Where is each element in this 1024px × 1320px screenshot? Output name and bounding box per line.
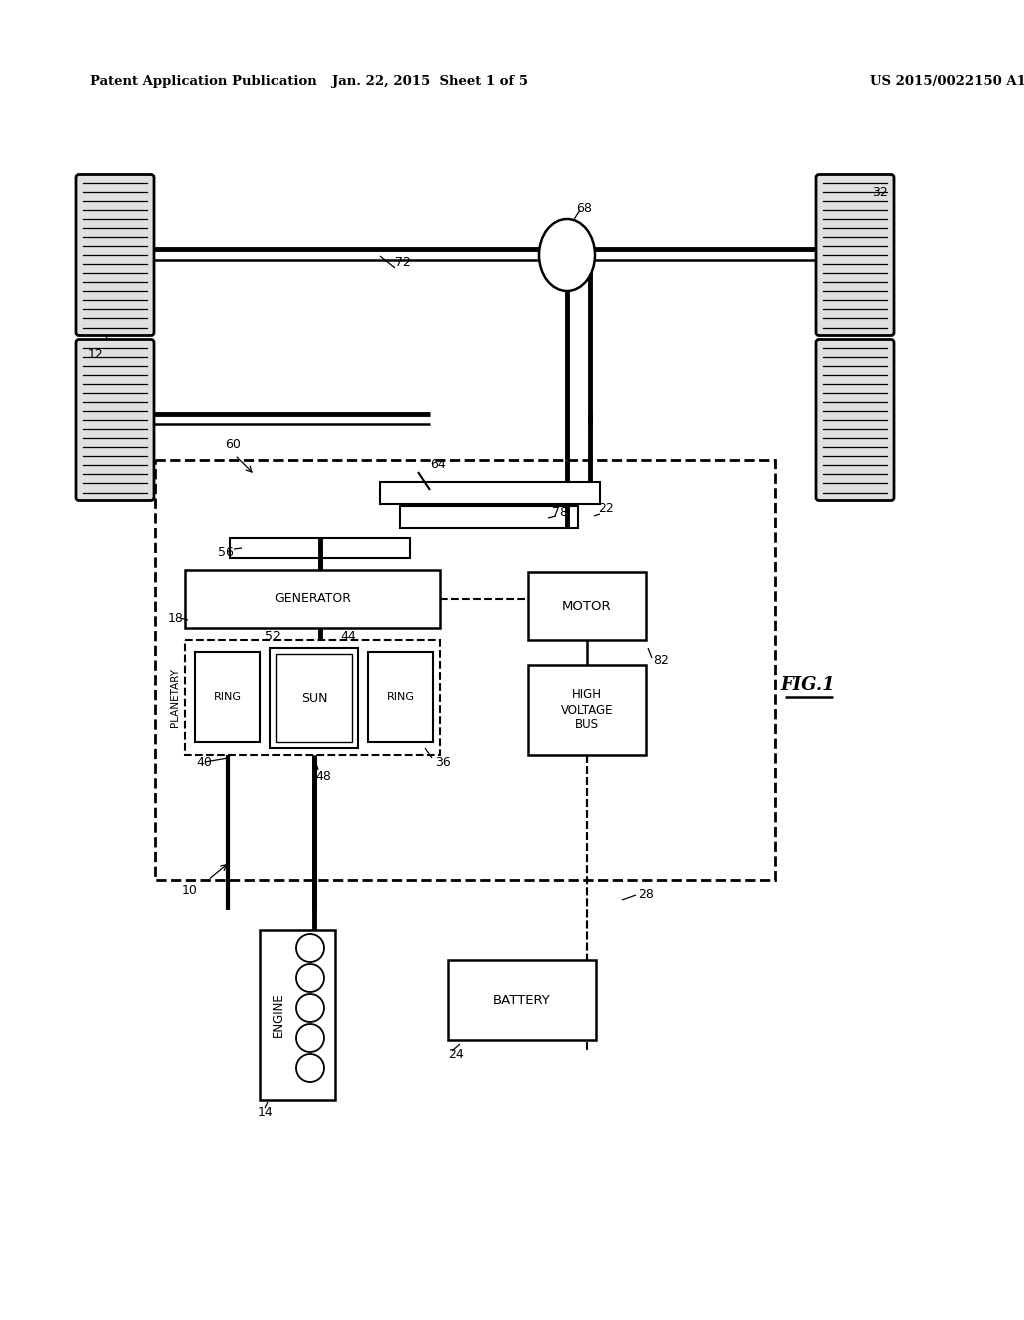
Text: 72: 72: [395, 256, 411, 268]
Bar: [260, 931, 335, 1100]
FancyBboxPatch shape: [76, 174, 154, 335]
Text: SUN: SUN: [301, 692, 328, 705]
Circle shape: [296, 935, 324, 962]
FancyBboxPatch shape: [816, 174, 894, 335]
Bar: [380, 482, 600, 504]
Text: 12: 12: [88, 348, 103, 362]
Text: HIGH
VOLTAGE
BUS: HIGH VOLTAGE BUS: [561, 689, 613, 731]
Text: US 2015/0022150 A1: US 2015/0022150 A1: [870, 75, 1024, 88]
Bar: [528, 572, 646, 640]
Bar: [276, 653, 352, 742]
Circle shape: [296, 964, 324, 993]
Text: FIG.1: FIG.1: [780, 676, 836, 694]
Text: 60: 60: [225, 438, 241, 451]
Text: 78: 78: [552, 506, 568, 519]
Text: RING: RING: [386, 692, 415, 702]
Circle shape: [296, 994, 324, 1022]
Bar: [185, 640, 440, 755]
Text: 22: 22: [598, 502, 613, 515]
Text: Jan. 22, 2015  Sheet 1 of 5: Jan. 22, 2015 Sheet 1 of 5: [332, 75, 528, 88]
Text: MOTOR: MOTOR: [562, 599, 611, 612]
Circle shape: [296, 1053, 324, 1082]
Text: 82: 82: [653, 653, 669, 667]
Bar: [155, 459, 775, 880]
Bar: [400, 506, 578, 528]
Text: 68: 68: [575, 202, 592, 214]
Text: GENERATOR: GENERATOR: [274, 593, 351, 606]
Bar: [195, 652, 260, 742]
Text: BATTERY: BATTERY: [494, 994, 551, 1006]
Text: ENGINE: ENGINE: [271, 993, 285, 1038]
Circle shape: [296, 1024, 324, 1052]
Text: 40: 40: [196, 755, 212, 768]
Bar: [449, 960, 596, 1040]
FancyBboxPatch shape: [816, 339, 894, 500]
Bar: [528, 665, 646, 755]
Bar: [368, 652, 433, 742]
Text: RING: RING: [213, 692, 242, 702]
Ellipse shape: [539, 219, 595, 290]
Bar: [230, 539, 410, 558]
Text: 52: 52: [265, 630, 281, 643]
Text: 44: 44: [340, 630, 355, 643]
Text: 56: 56: [218, 545, 233, 558]
Text: 24: 24: [449, 1048, 464, 1060]
Text: Patent Application Publication: Patent Application Publication: [90, 75, 316, 88]
Text: 10: 10: [182, 883, 198, 896]
Text: 36: 36: [435, 755, 451, 768]
Text: 14: 14: [258, 1106, 273, 1118]
Text: 64: 64: [430, 458, 445, 470]
Text: PLANETARY: PLANETARY: [170, 668, 180, 727]
Text: 28: 28: [638, 888, 654, 902]
Bar: [270, 648, 358, 748]
Text: 48: 48: [315, 770, 331, 783]
Text: 32: 32: [872, 186, 888, 199]
Bar: [185, 570, 440, 628]
Text: 18: 18: [168, 611, 184, 624]
FancyBboxPatch shape: [76, 339, 154, 500]
